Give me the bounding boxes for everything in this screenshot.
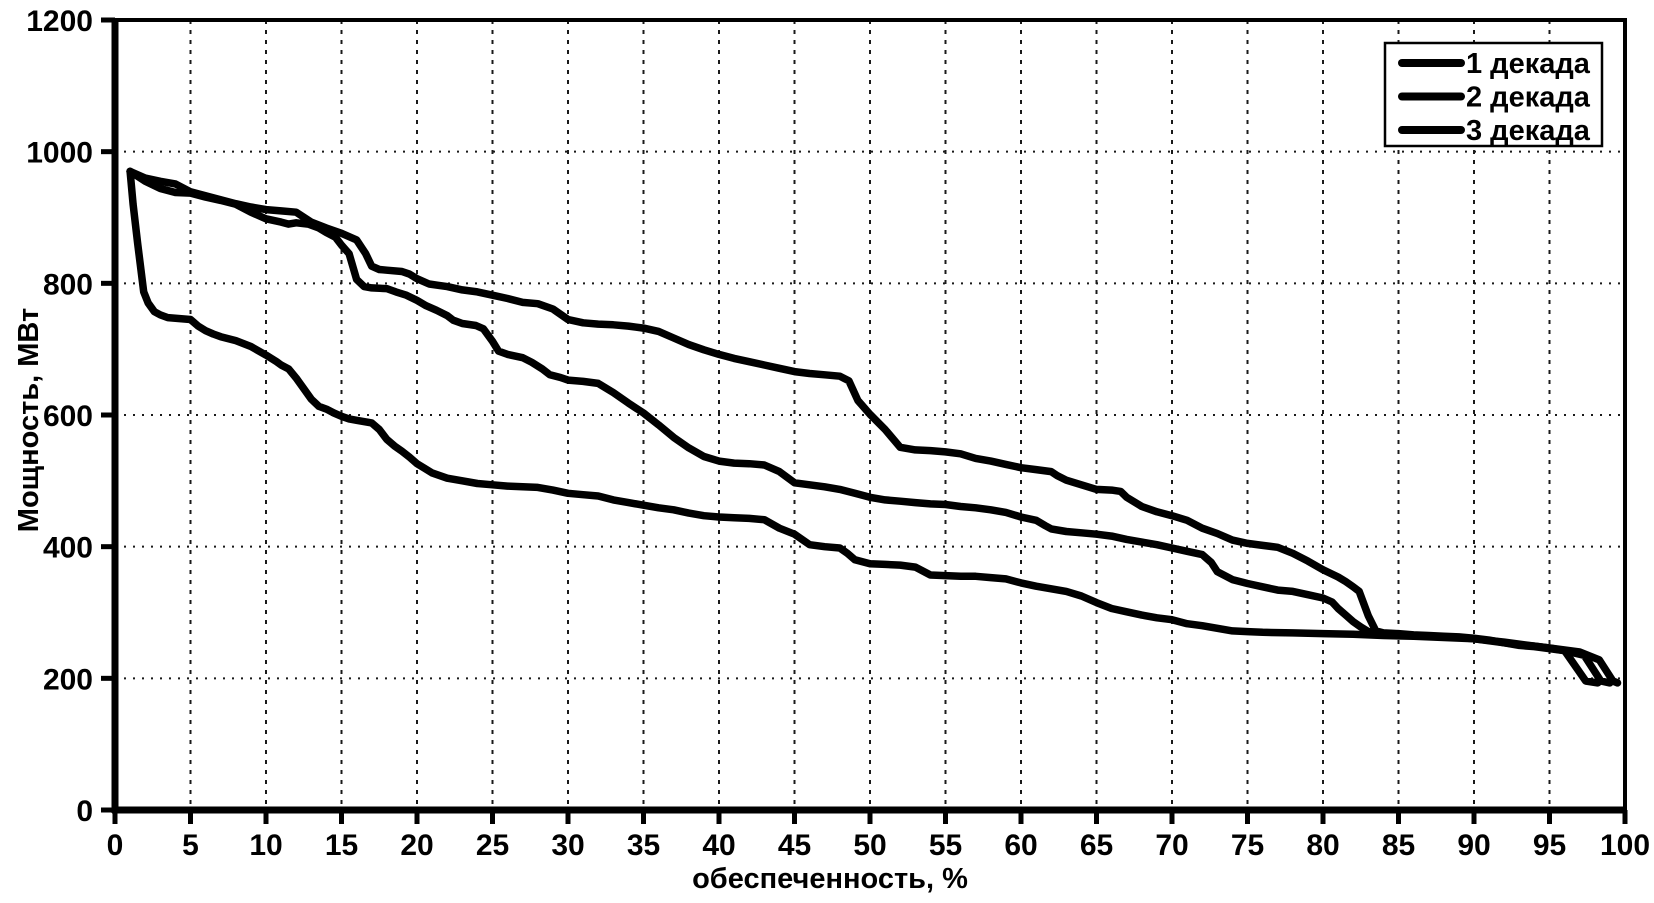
series-line-3 [126,167,1602,687]
y-tick-label: 800 [43,268,93,301]
x-tick-label: 60 [1004,829,1037,862]
x-tick-label: 10 [249,829,282,862]
y-tick-label: 600 [43,400,93,433]
x-tick-label: 65 [1080,829,1113,862]
series-lines [126,167,1622,687]
x-tick-label: 90 [1457,829,1490,862]
x-tick-label: 15 [325,829,358,862]
x-tick-label: 45 [778,829,811,862]
y-tick-label: 200 [43,663,93,696]
x-tick-label: 50 [853,829,886,862]
series-line-2 [126,167,1614,687]
x-tick-label: 40 [702,829,735,862]
x-tick-label: 85 [1382,829,1415,862]
legend-entry-label: 1 декада [1466,48,1591,80]
x-tick-label: 30 [551,829,584,862]
x-tick-label: 20 [400,829,433,862]
x-tick-label: 55 [929,829,962,862]
grid-lines [115,20,1625,810]
x-tick-label: 25 [476,829,509,862]
x-tick-label: 95 [1533,829,1566,862]
y-axis-title: Мощность, МВт [13,308,45,532]
x-tick-label: 35 [627,829,660,862]
x-tick-label: 80 [1306,829,1339,862]
y-tick-label: 1000 [26,137,93,170]
x-axis-title: обеспеченность, % [692,863,968,895]
x-tick-label: 5 [182,829,199,862]
legend-entry-label: 3 декада [1466,115,1591,147]
y-tick-label: 1200 [26,5,93,38]
x-tick-label: 70 [1155,829,1188,862]
legend-entry-label: 2 декада [1466,82,1591,114]
x-tick-label: 100 [1600,829,1650,862]
y-tick-label: 400 [43,532,93,565]
x-tick-label: 0 [107,829,124,862]
series-line-1 [126,167,1622,687]
y-tick-label: 0 [76,795,93,828]
tick-marks: 0 5 10 15 20 25 30 35 40 45 50 55 60 65 70 75 80 85 90 95 10… [26,5,1650,862]
x-tick-label: 75 [1231,829,1264,862]
